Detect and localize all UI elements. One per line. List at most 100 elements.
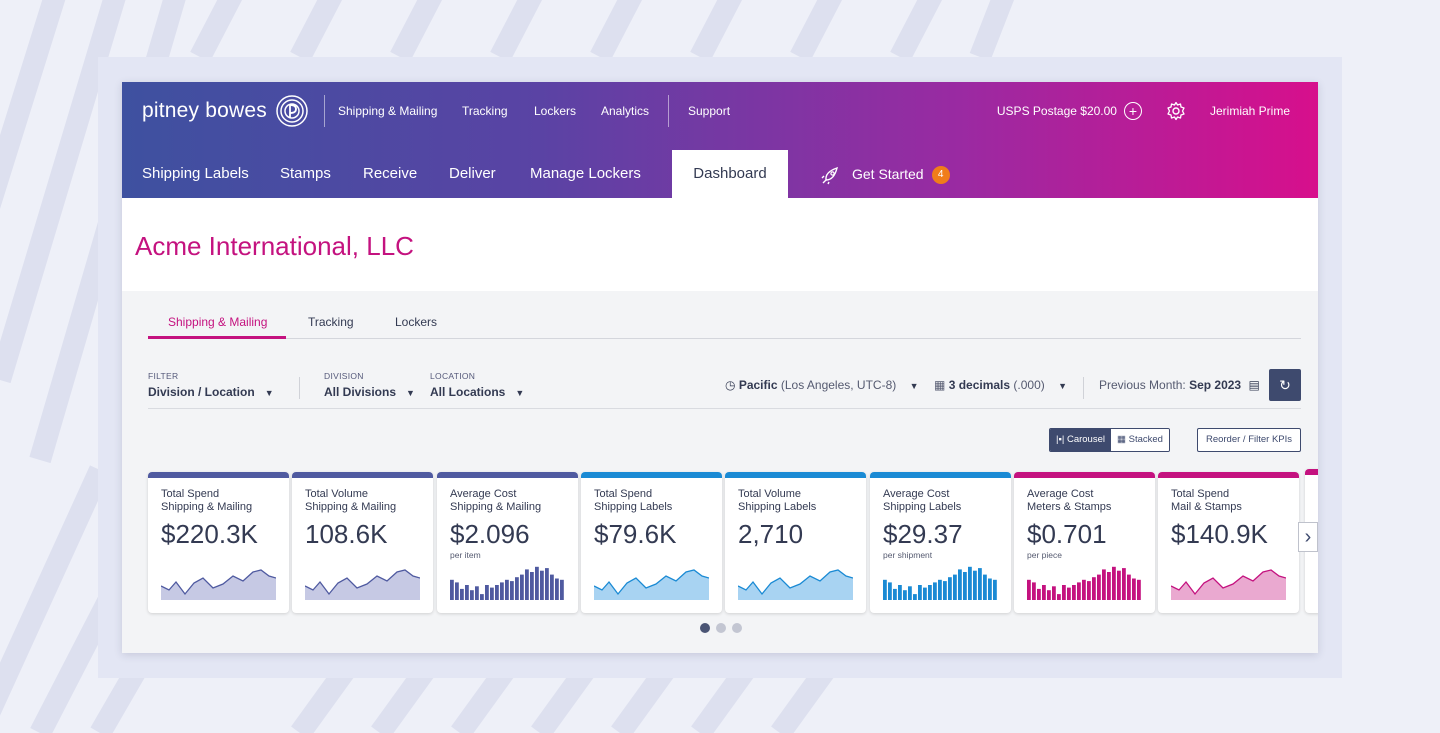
card-title: Total Spend Shipping & Mailing bbox=[161, 488, 252, 514]
spark-bar bbox=[958, 569, 962, 600]
logo[interactable]: pitney bowes bbox=[142, 94, 309, 128]
reorder-filter-kpis-button[interactable]: Reorder / Filter KPIs bbox=[1197, 428, 1301, 452]
pagination-dot[interactable] bbox=[700, 623, 710, 633]
spark-bar bbox=[1062, 585, 1066, 600]
spark-bar bbox=[560, 579, 564, 600]
spark-bar bbox=[898, 585, 902, 600]
carousel-next-button[interactable]: › bbox=[1298, 522, 1318, 552]
tab-lockers[interactable]: Lockers bbox=[395, 315, 438, 329]
pagination-dot[interactable] bbox=[716, 623, 726, 633]
top-nav-lockers[interactable]: Lockers bbox=[534, 104, 577, 118]
spark-bar bbox=[948, 577, 952, 600]
pagination-dot[interactable] bbox=[732, 623, 742, 633]
top-nav-shipping-mailing[interactable]: Shipping & Mailing bbox=[338, 104, 438, 118]
sparkline-chart bbox=[738, 569, 853, 600]
nav-deliver[interactable]: Deliver bbox=[449, 165, 496, 182]
postage-balance[interactable]: USPS Postage $20.00 bbox=[996, 104, 1117, 118]
nav-manage-lockers[interactable]: Manage Lockers bbox=[530, 165, 641, 182]
period-value: Sep 2023 bbox=[1189, 378, 1242, 392]
card-title: Average Cost Meters & Stamps bbox=[1027, 488, 1111, 514]
location-label: LOCATION bbox=[430, 371, 476, 381]
nav-shipping-labels[interactable]: Shipping Labels bbox=[142, 165, 249, 182]
card-value: $79.6K bbox=[594, 519, 677, 549]
refresh-button[interactable]: ↻ bbox=[1269, 369, 1301, 401]
card-title: Total Spend Mail & Stamps bbox=[1171, 488, 1242, 514]
location-select[interactable]: All Locations ▼ bbox=[430, 385, 524, 399]
spark-bar bbox=[555, 578, 559, 600]
top-nav-tracking[interactable]: Tracking bbox=[462, 104, 508, 118]
spark-bar bbox=[983, 574, 987, 600]
gear-icon[interactable] bbox=[1166, 101, 1186, 121]
sparkline-line bbox=[738, 569, 853, 596]
kpi-card[interactable]: Total Volume Shipping Labels 2,710 bbox=[725, 472, 866, 613]
spark-bar bbox=[1112, 566, 1116, 600]
sparkline-chart bbox=[305, 569, 420, 600]
spark-bar bbox=[1057, 594, 1061, 600]
spark-bar bbox=[893, 588, 897, 600]
chevron-down-icon: ▼ bbox=[264, 388, 274, 398]
carousel-button[interactable]: |▪| Carousel bbox=[1050, 429, 1111, 451]
card-title-line1: Average Cost bbox=[450, 488, 517, 500]
nav-stamps[interactable]: Stamps bbox=[280, 165, 331, 182]
kpi-card[interactable]: Total Spend Mail & Stamps $140.9K bbox=[1158, 472, 1299, 613]
company-name: Acme International, LLC bbox=[135, 231, 414, 261]
logo-icon bbox=[276, 95, 308, 127]
tab-tracking[interactable]: Tracking bbox=[308, 315, 354, 329]
card-title-line2: Shipping Labels bbox=[738, 501, 817, 513]
kpi-card[interactable]: Total Spend Shipping & Mailing $220.3K bbox=[148, 472, 289, 613]
card-value: $140.9K bbox=[1171, 519, 1268, 549]
card-accent bbox=[292, 472, 433, 478]
spark-bar bbox=[963, 572, 967, 600]
spark-bar bbox=[525, 569, 529, 600]
active-tab-indicator bbox=[148, 336, 286, 339]
nav-dashboard[interactable]: Dashboard bbox=[672, 150, 788, 198]
add-postage-icon[interactable]: + bbox=[1123, 102, 1142, 120]
spark-bar bbox=[1067, 587, 1071, 600]
spark-bar bbox=[1132, 578, 1136, 600]
card-title-line2: Meters & Stamps bbox=[1027, 501, 1112, 513]
kpi-card[interactable]: Total Volume Shipping & Mailing 108.6K bbox=[292, 472, 433, 613]
filter-select[interactable]: Division / Location ▼ bbox=[148, 385, 274, 399]
spark-bar bbox=[1127, 574, 1131, 600]
nav-get-started[interactable]: Get Started 4 bbox=[820, 150, 950, 198]
kpi-card[interactable]: Average Cost Shipping Labels $29.37 per shi… bbox=[870, 472, 1011, 613]
spark-bar bbox=[1087, 581, 1091, 600]
get-started-badge: 4 bbox=[931, 166, 950, 185]
header-bar: pitney bowes Shipping & Mailing Tracking… bbox=[122, 82, 1318, 198]
timezone-select[interactable]: ◷ Pacific (Los Angeles, UTC-8) ▼ bbox=[725, 378, 919, 392]
spark-bar bbox=[1047, 590, 1051, 600]
carousel-pagination bbox=[700, 623, 742, 633]
user-menu[interactable]: Jerimiah Prime bbox=[1209, 104, 1290, 118]
kpi-card[interactable]: Average Cost Shipping & Mailing $2.096 per … bbox=[437, 472, 578, 613]
spark-bar bbox=[1122, 568, 1126, 600]
tab-shipping-mailing[interactable]: Shipping & Mailing bbox=[168, 315, 268, 329]
rocket-icon bbox=[821, 166, 838, 185]
sparkbar-chart bbox=[450, 566, 564, 600]
decimals-detail: (.000) bbox=[1013, 378, 1045, 392]
spark-bar bbox=[1077, 582, 1081, 600]
stacked-button[interactable]: ▦ Stacked bbox=[1110, 429, 1169, 451]
kpi-card[interactable]: Average Cost Meters & Stamps $0.701 per pie… bbox=[1014, 472, 1155, 613]
division-label: DIVISION bbox=[324, 371, 364, 381]
division-select[interactable]: All Divisions ▼ bbox=[324, 385, 415, 399]
decimals-select[interactable]: ▦ 3 decimals (.000) ▼ bbox=[934, 378, 1067, 392]
spark-bar bbox=[1032, 582, 1036, 600]
card-value: 108.6K bbox=[305, 519, 388, 549]
filter-divider bbox=[1083, 377, 1084, 399]
kpi-card[interactable]: Total Spend Shipping Labels $79.6K bbox=[581, 472, 722, 613]
spark-bar bbox=[530, 572, 534, 600]
card-accent bbox=[725, 472, 866, 478]
top-nav-support[interactable]: Support bbox=[688, 104, 731, 118]
period-select[interactable]: Previous Month: Sep 2023 ▤ bbox=[1099, 378, 1260, 392]
nav-receive[interactable]: Receive bbox=[363, 165, 418, 182]
grid-icon: ▦ bbox=[1116, 434, 1129, 445]
spark-bar bbox=[918, 585, 922, 600]
spark-bar bbox=[923, 587, 927, 600]
filter-divider bbox=[299, 377, 300, 399]
refresh-icon: ↻ bbox=[1279, 376, 1291, 393]
period-label: Previous Month: bbox=[1099, 378, 1186, 392]
sparkline-line bbox=[1171, 569, 1286, 596]
top-nav-analytics[interactable]: Analytics bbox=[601, 104, 650, 118]
card-value: $2.096 bbox=[450, 519, 530, 549]
spark-bar bbox=[943, 581, 947, 600]
